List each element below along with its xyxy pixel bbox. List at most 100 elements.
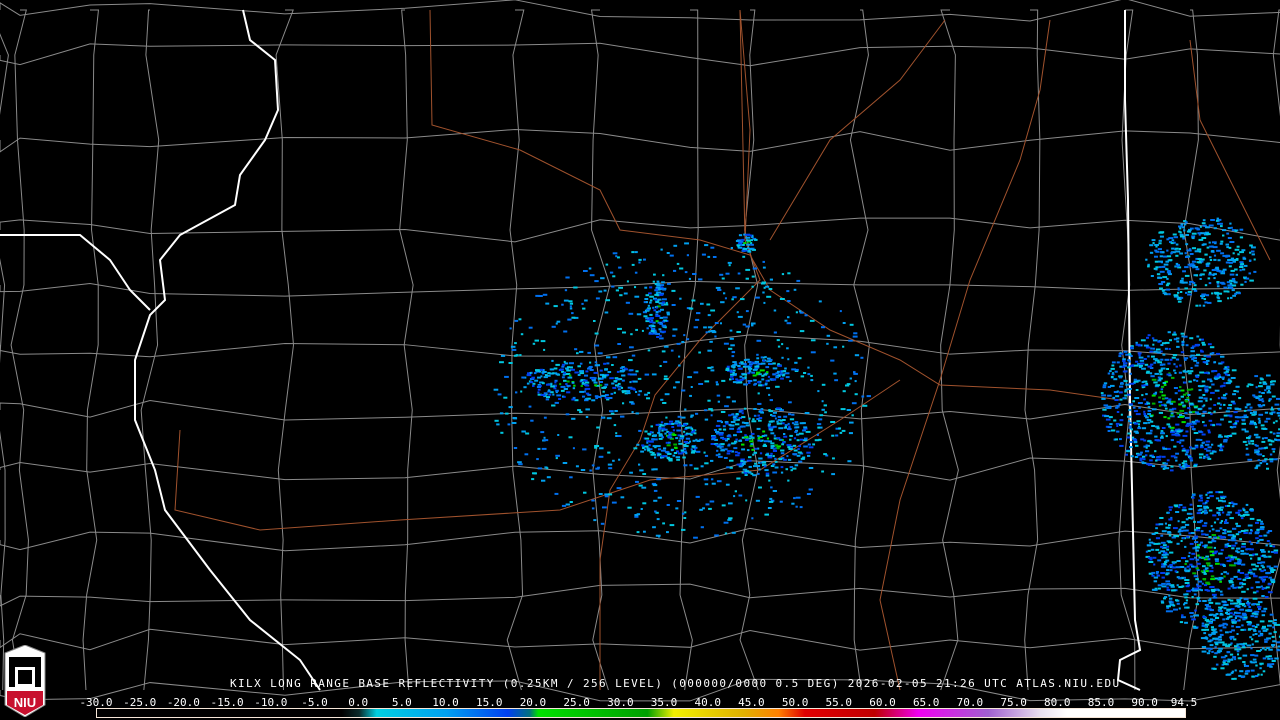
echo-pixel: [744, 439, 749, 441]
echo-pixel: [1209, 609, 1214, 612]
echo-pixel: [1214, 378, 1218, 380]
echo-pixel: [1165, 260, 1169, 263]
echo-pixel: [1166, 586, 1169, 589]
echo-pixel: [763, 434, 768, 437]
echo-pixel: [1235, 385, 1240, 388]
echo-pixel: [531, 478, 535, 481]
echo-pixel: [1239, 261, 1244, 264]
echo-pixel: [637, 393, 641, 396]
echo-pixel: [778, 458, 783, 461]
echo-pixel: [774, 444, 779, 447]
echo-pixel: [1176, 584, 1179, 587]
highways: [174, 9, 1271, 691]
echo-pixel: [1182, 537, 1185, 539]
echo-pixel: [632, 380, 638, 383]
echo-pixel: [776, 445, 782, 448]
echo-pixel: [1184, 252, 1187, 255]
echo-pixel: [1256, 650, 1261, 652]
echo-pixel: [736, 331, 741, 333]
echo-pixel: [673, 269, 677, 272]
echo-pixel: [1158, 411, 1164, 414]
echo-pixel: [1197, 580, 1203, 583]
echo-pixel: [1162, 562, 1167, 565]
echo-pixel: [1182, 237, 1185, 240]
echo-pixel: [551, 359, 554, 362]
echo-pixel: [1265, 655, 1269, 658]
echo-pixel: [1133, 430, 1139, 433]
echo-pixel: [1176, 412, 1180, 415]
echo-pixel: [1236, 390, 1239, 393]
echo-pixel: [1235, 258, 1239, 260]
echo-pixel: [1206, 491, 1210, 494]
echo-pixel: [1199, 508, 1203, 511]
echo-pixel: [1165, 559, 1170, 562]
echo-pixel: [1141, 462, 1147, 465]
echo-pixel: [601, 416, 605, 419]
echo-pixel: [1161, 582, 1166, 585]
echo-pixel: [1204, 628, 1210, 631]
echo-pixel: [1201, 297, 1204, 300]
echo-pixel: [860, 356, 864, 359]
echo-pixel: [1262, 382, 1268, 385]
echo-pixel: [655, 288, 658, 291]
echo-pixel: [794, 368, 799, 371]
echo-pixel: [662, 522, 666, 525]
echo-pixel: [1177, 300, 1182, 303]
echo-pixel: [1240, 263, 1245, 266]
echo-pixel: [757, 402, 762, 405]
echo-pixel: [1276, 641, 1280, 644]
echo-pixel: [1209, 564, 1213, 567]
colorbar-tick: 30.0: [607, 696, 634, 709]
echo-pixel: [1201, 433, 1206, 436]
county-boundaries: [0, 0, 1280, 702]
echo-pixel: [835, 434, 839, 437]
echo-pixel: [1149, 541, 1154, 544]
echo-pixel: [1198, 260, 1202, 263]
echo-pixel: [1220, 240, 1224, 243]
echo-pixel: [824, 411, 827, 414]
echo-pixel: [1199, 456, 1203, 459]
echo-pixel: [710, 309, 716, 312]
echo-pixel: [1160, 545, 1164, 548]
echo-pixel: [563, 299, 569, 302]
echo-pixel: [1217, 578, 1222, 581]
echo-pixel: [1233, 425, 1237, 428]
echo-pixel: [653, 468, 658, 471]
echo-pixel: [1218, 508, 1223, 511]
echo-pixel: [727, 261, 732, 264]
echo-pixel: [1233, 390, 1237, 392]
echo-pixel: [1229, 426, 1233, 428]
echo-pixel: [756, 353, 759, 356]
echo-pixel: [542, 372, 545, 375]
echo-pixel: [1179, 291, 1183, 293]
echo-pixel: [653, 297, 657, 300]
echo-pixel: [634, 514, 639, 516]
echo-pixel: [1236, 604, 1240, 607]
echo-pixel: [561, 303, 564, 306]
echo-pixel: [1257, 404, 1262, 406]
echo-pixel: [1230, 642, 1233, 645]
echo-pixel: [753, 451, 758, 454]
echo-pixel: [1253, 411, 1257, 414]
echo-pixel: [1123, 350, 1128, 353]
echo-pixel: [1161, 576, 1165, 579]
echo-pixel: [1219, 443, 1223, 446]
echo-pixel: [1205, 294, 1210, 297]
echo-pixel: [755, 296, 760, 299]
echo-pixel: [644, 430, 648, 433]
echo-pixel: [630, 369, 634, 372]
echo-pixel: [1202, 510, 1205, 513]
echo-pixel: [1110, 384, 1115, 387]
echo-pixel: [751, 517, 754, 520]
echo-pixel: [1263, 575, 1268, 578]
echo-pixel: [597, 352, 603, 355]
echo-pixel: [1227, 534, 1233, 537]
echo-pixel: [1150, 363, 1154, 366]
echo-pixel: [581, 382, 586, 385]
echo-pixel: [706, 303, 711, 306]
echo-pixel: [1218, 635, 1222, 638]
echo-pixel: [666, 252, 670, 254]
echo-pixel: [1204, 623, 1210, 626]
echo-pixel: [1196, 583, 1199, 586]
echo-pixel: [642, 502, 647, 505]
